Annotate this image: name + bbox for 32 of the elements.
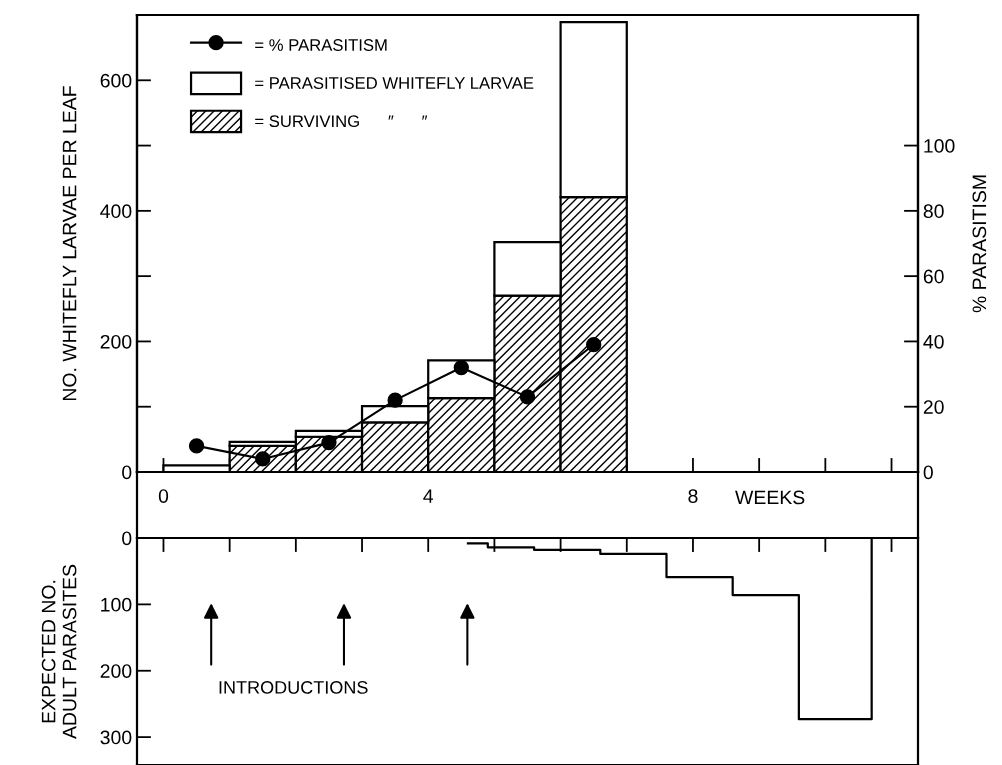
annotation: INTRODUCTIONS (219, 681, 368, 694)
x-axis-title: WEEKS (735, 490, 805, 505)
point (255, 451, 271, 467)
point (387, 392, 403, 408)
point (519, 389, 536, 405)
x-tick-label: 4 (423, 489, 434, 503)
y-tick-label: 0 (122, 531, 132, 546)
legend-label: = SURVIVING ″ ″ (255, 115, 428, 128)
y-tick-label: 100 (101, 597, 132, 612)
y2-tick-label: 0 (923, 465, 933, 480)
y-tick-label: 300 (100, 730, 132, 745)
y-tick-label: 200 (100, 334, 132, 349)
y2-tick-label: 80 (923, 204, 944, 219)
point (321, 434, 337, 451)
point (188, 438, 205, 454)
y-tick-label: 200 (100, 664, 132, 678)
point (586, 337, 602, 353)
y2-tick-label: 100 (924, 139, 955, 153)
y-tick-label: 400 (100, 204, 132, 219)
y2-tick-label: 60 (923, 269, 944, 284)
y-axis-title: EXPECTED NO. ADULT PARASITES (41, 564, 77, 739)
y2-axis-title: % PARASITISM (972, 175, 987, 313)
y-tick-label: 0 (122, 465, 132, 480)
point (453, 359, 469, 376)
y2-tick-label: 20 (923, 400, 944, 414)
x-tick-label: 8 (688, 489, 698, 503)
legend-label: = % PARASITISM (255, 39, 387, 51)
y2-tick-label: 40 (923, 334, 944, 349)
y-axis-title: NO. WHITEFLY LARVAE PER LEAF (62, 86, 77, 401)
x-tick-label: 0 (158, 489, 169, 503)
y-tick-label: 600 (100, 73, 132, 88)
legend-label: = PARASITISED WHITEFLY LARVAE (255, 77, 534, 89)
